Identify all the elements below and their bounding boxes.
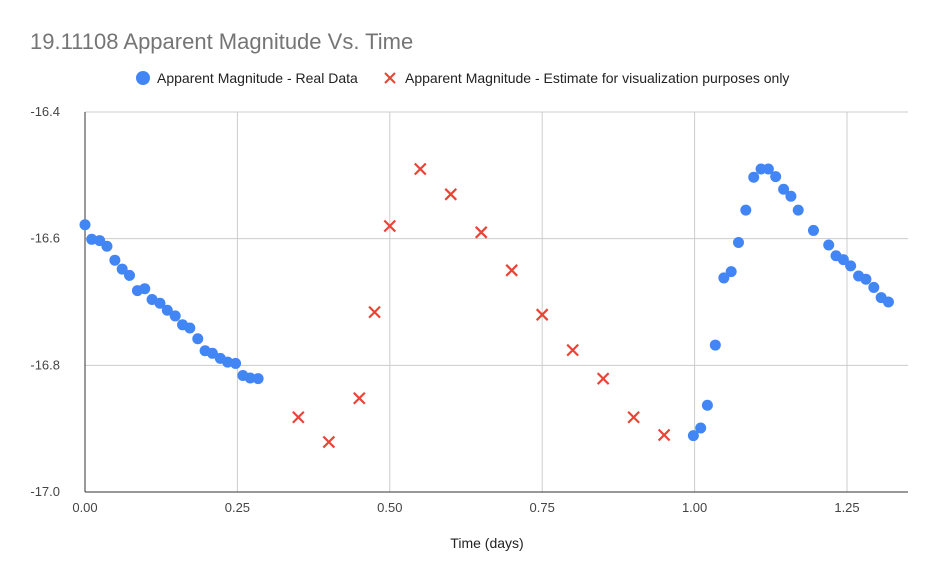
x-tick-label: 0.25 — [225, 500, 250, 515]
estimate-stroke — [368, 305, 381, 319]
data-point-real — [770, 171, 782, 183]
tick-labels: -16.4 -16.6 -16.8 -17.0 0.00 0.25 0.50 0.75 1.00… — [30, 104, 859, 515]
legend-label-real-data: Apparent Magnitude - Real Data — [157, 70, 358, 86]
estimate-stroke — [322, 435, 336, 449]
data-point-real — [695, 422, 707, 434]
data-point-estimate — [627, 410, 640, 424]
data-point-real — [244, 372, 256, 384]
data-point-estimate — [383, 219, 397, 233]
data-point-real — [139, 283, 151, 295]
data-point-estimate — [596, 372, 610, 385]
data-point-real — [230, 357, 242, 369]
estimate-stroke — [474, 226, 488, 239]
data-point-real — [748, 171, 760, 183]
legend-marker-real-data — [136, 71, 150, 85]
data-point-estimate — [474, 226, 488, 239]
data-point-real — [725, 266, 737, 278]
data-point-real — [687, 430, 699, 442]
estimate-stroke — [596, 372, 610, 385]
data-point-real — [762, 163, 774, 175]
data-point-real — [184, 322, 196, 334]
data-point-real — [845, 260, 857, 272]
data-point-real — [206, 347, 218, 359]
data-point-real — [701, 399, 713, 411]
data-point-estimate — [368, 305, 381, 319]
data-point-real — [807, 224, 819, 236]
data-point-real — [778, 183, 790, 195]
data-point-real — [837, 254, 849, 266]
data-point-real — [718, 272, 730, 284]
axes — [84, 112, 908, 493]
gridlines — [85, 111, 908, 492]
estimate-stroke — [292, 410, 305, 424]
estimate-stroke — [657, 428, 671, 442]
data-point-real — [882, 296, 894, 308]
data-point-real — [868, 281, 880, 293]
data-point-estimate — [535, 308, 549, 321]
data-point-estimate — [322, 435, 336, 449]
data-point-real — [732, 236, 744, 248]
estimate-stroke — [505, 264, 518, 277]
y-tick-label: -17.0 — [30, 484, 60, 499]
estimate-stroke — [627, 410, 640, 424]
data-point-estimate — [414, 162, 427, 176]
data-point-real — [109, 254, 121, 266]
data-point-real — [101, 240, 113, 252]
data-point-estimate — [444, 188, 458, 201]
data-point-estimate — [292, 410, 305, 424]
estimate-stroke — [444, 188, 458, 201]
estimate-stroke — [353, 391, 366, 405]
legend: Apparent Magnitude - Real Data Apparent … — [136, 70, 789, 86]
data-point-real — [154, 297, 166, 309]
data-point-real — [192, 333, 204, 345]
estimate-stroke — [566, 343, 579, 357]
data-point-real — [161, 304, 173, 316]
data-point-real — [823, 239, 835, 251]
estimate-stroke — [414, 162, 427, 176]
data-point-real — [79, 219, 91, 231]
data-point-real — [169, 310, 181, 322]
data-point-real — [116, 263, 128, 275]
x-tick-label: 0.50 — [377, 500, 402, 515]
y-tick-label: -16.6 — [30, 231, 60, 246]
data-point-real — [709, 339, 721, 351]
data-marks — [79, 162, 894, 449]
data-point-real — [860, 273, 872, 285]
x-axis-label: Time (days) — [450, 535, 523, 551]
data-point-real — [124, 269, 136, 281]
data-point-estimate — [505, 264, 518, 277]
data-point-estimate — [657, 428, 671, 442]
legend-label-estimate: Apparent Magnitude - Estimate for visual… — [405, 70, 789, 86]
legend-marker-estimate — [384, 72, 396, 84]
data-point-estimate — [566, 343, 579, 357]
x-tick-label: 0.00 — [72, 500, 97, 515]
x-tick-label: 0.75 — [530, 500, 555, 515]
estimate-stroke — [383, 219, 397, 233]
y-tick-label: -16.8 — [30, 357, 60, 372]
estimate-stroke — [535, 308, 549, 321]
data-point-real — [792, 204, 804, 216]
data-point-estimate — [353, 391, 366, 405]
data-point-real — [252, 373, 264, 385]
chart-title: 19.11108 Apparent Magnitude Vs. Time — [30, 29, 413, 54]
data-point-real — [740, 204, 752, 216]
x-tick-label: 1.25 — [834, 500, 859, 515]
x-tick-label: 1.00 — [682, 500, 707, 515]
data-point-real — [785, 190, 797, 202]
y-tick-label: -16.4 — [30, 104, 60, 119]
